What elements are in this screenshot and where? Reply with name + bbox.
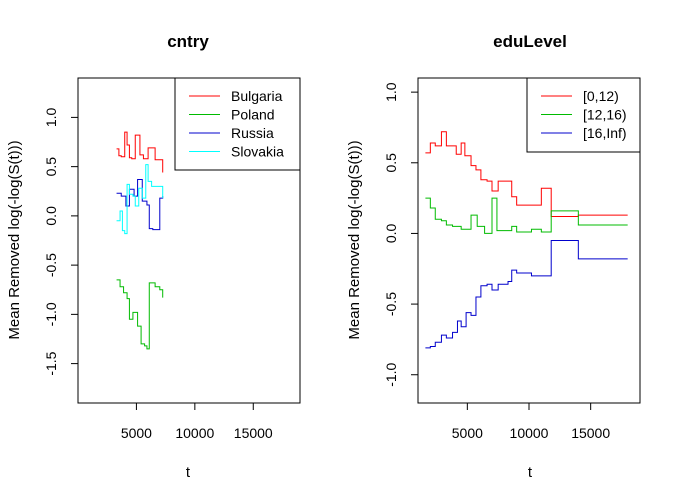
y-tick-label: 1.0 bbox=[383, 82, 399, 102]
series-line bbox=[425, 131, 628, 217]
plot-lines bbox=[425, 131, 628, 349]
series-line bbox=[116, 178, 164, 231]
series-line bbox=[116, 279, 164, 350]
x-tick-label: 15000 bbox=[571, 425, 610, 441]
legend-label: Slovakia bbox=[231, 144, 284, 160]
series-line bbox=[425, 197, 628, 234]
y-tick-label: -1.5 bbox=[43, 351, 59, 375]
y-axis: -1.5 -1.0 -0.5 0.0 0.5 1.0 bbox=[43, 107, 79, 376]
x-axis-label: t bbox=[186, 464, 191, 481]
series-line bbox=[425, 240, 628, 349]
chart-panel-cntry: cntry t Mean Removed log(-log(S(t))) 500… bbox=[6, 32, 301, 481]
legend: Bulgaria Poland Russia Slovakia bbox=[174, 77, 301, 171]
legend-box bbox=[174, 77, 301, 171]
legend-label: [12,16) bbox=[583, 107, 627, 123]
y-tick-label: -1.0 bbox=[43, 302, 59, 326]
chart-panel-edulevel: eduLevel t Mean Removed log(-log(S(t))) … bbox=[346, 32, 641, 481]
y-tick-label: -0.5 bbox=[383, 292, 399, 316]
x-axis: 5000 10000 15000 bbox=[452, 402, 610, 441]
series-line bbox=[116, 164, 164, 235]
x-tick-label: 10000 bbox=[510, 425, 549, 441]
legend-label: [0,12) bbox=[583, 88, 619, 104]
y-tick-label: -1.0 bbox=[383, 362, 399, 386]
legend-label: [16,Inf) bbox=[583, 125, 627, 141]
plot-lines bbox=[116, 131, 164, 350]
x-tick-label: 5000 bbox=[121, 425, 152, 441]
y-tick-label: 0.0 bbox=[383, 223, 399, 243]
y-axis: -1.0 -0.5 0.0 0.5 1.0 bbox=[383, 82, 419, 387]
x-axis-label: t bbox=[528, 464, 533, 481]
legend: [0,12) [12,16) [16,Inf) bbox=[526, 77, 641, 153]
chart-title: cntry bbox=[167, 32, 209, 51]
legend-label: Bulgaria bbox=[231, 88, 283, 104]
x-tick-label: 10000 bbox=[175, 425, 214, 441]
x-axis: 5000 10000 15000 bbox=[121, 402, 273, 441]
y-tick-label: 0.5 bbox=[43, 157, 59, 177]
chart-title: eduLevel bbox=[493, 32, 567, 51]
series-line bbox=[116, 131, 164, 173]
y-axis-label: Mean Removed log(-log(S(t))) bbox=[6, 140, 23, 339]
legend-label: Poland bbox=[231, 107, 275, 123]
x-tick-label: 15000 bbox=[234, 425, 273, 441]
y-tick-label: 0.5 bbox=[383, 153, 399, 173]
y-tick-label: -0.5 bbox=[43, 253, 59, 277]
y-axis-label: Mean Removed log(-log(S(t))) bbox=[346, 140, 363, 339]
y-tick-label: 0.0 bbox=[43, 206, 59, 226]
legend-label: Russia bbox=[231, 125, 274, 141]
y-tick-label: 1.0 bbox=[43, 107, 59, 127]
x-tick-label: 5000 bbox=[452, 425, 483, 441]
